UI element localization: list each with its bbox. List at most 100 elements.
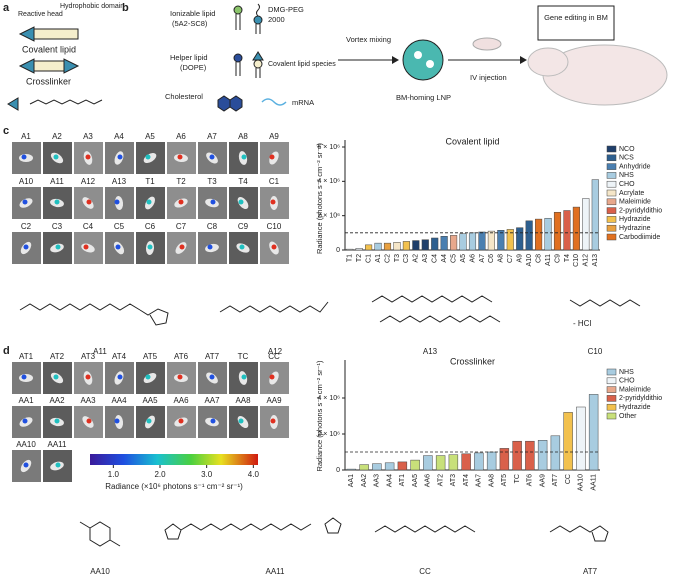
molecule-label: A11 — [93, 347, 107, 356]
image-signal — [145, 374, 151, 380]
x-tick-label: AA5 — [412, 474, 419, 487]
x-tick-label: A10 — [526, 254, 533, 267]
molecule-label: C10 — [588, 347, 603, 356]
image-signal — [22, 418, 28, 424]
bar — [440, 236, 448, 251]
image-signal — [114, 418, 120, 424]
bar — [402, 241, 410, 251]
bar — [516, 227, 524, 251]
y-axis-label: Radiance (photons s⁻¹ cm⁻² sr⁻¹) — [315, 360, 324, 472]
image-label: AT6 — [174, 352, 189, 361]
y-tick-label: 2 × 10⁶ — [317, 213, 340, 220]
bar — [397, 461, 408, 471]
x-tick-label: A9 — [517, 254, 524, 263]
x-tick-label: C5 — [450, 254, 457, 263]
image-label: A3 — [83, 132, 93, 141]
label: DMG-PEG — [268, 5, 304, 14]
colorbar-tick-label: 2.0 — [154, 470, 166, 479]
crosslinker-icon — [18, 58, 35, 74]
x-tick-label: A1 — [375, 254, 382, 263]
x-tick-label: AT2 — [437, 474, 444, 486]
lipid-icon — [253, 15, 263, 25]
image-label: AA11 — [48, 440, 68, 449]
bar — [448, 454, 459, 471]
structure — [371, 295, 493, 303]
colorbar-title: Radiance (×10⁶ photons s⁻¹ cm⁻² sr⁻¹) — [105, 482, 243, 491]
x-tick-label: TC — [514, 474, 521, 483]
y-tick-label: 2 × 10⁶ — [317, 431, 340, 438]
bar — [537, 440, 548, 471]
y-tick-label: 4 × 10⁶ — [317, 178, 340, 185]
image-signal — [241, 154, 247, 160]
molecule-label: AA11 — [266, 567, 286, 576]
x-tick-label: A3 — [422, 254, 429, 263]
image-signal — [146, 418, 152, 424]
x-tick-label: A6 — [469, 254, 476, 263]
image-signal — [21, 154, 27, 160]
arrow-head — [520, 56, 527, 64]
x-tick-label: AA3 — [374, 474, 381, 487]
bar — [525, 220, 533, 251]
bar — [421, 239, 429, 251]
x-tick-label: C2 — [384, 254, 391, 263]
legend-swatch — [606, 172, 617, 179]
image-signal — [117, 374, 123, 380]
legend-label: Hydrazide — [619, 216, 651, 223]
image-label: A5 — [145, 132, 155, 141]
bar — [384, 462, 395, 471]
bar — [383, 242, 392, 251]
x-tick-label: C6 — [488, 254, 495, 263]
mouse-icon — [472, 37, 502, 51]
chart-title: Covalent lipid — [445, 136, 499, 146]
image-label: AA4 — [111, 396, 127, 405]
chart-title: Crosslinker — [450, 356, 495, 366]
legend-swatch — [606, 198, 617, 206]
image-signal — [86, 199, 92, 205]
image-signal — [207, 244, 213, 250]
image-signal — [85, 374, 91, 380]
x-tick-label: C4 — [432, 254, 439, 263]
image-signal — [177, 154, 183, 160]
x-tick-label: T3 — [394, 254, 401, 262]
label: 2000 — [268, 15, 285, 24]
x-tick-label: C8 — [535, 254, 542, 263]
legend-label: NHS — [619, 369, 634, 376]
image-signal — [23, 462, 29, 468]
image-signal — [210, 418, 216, 424]
x-tick-label: AA6 — [425, 474, 432, 487]
legend-label: NCO — [619, 146, 635, 153]
label: mRNA — [292, 98, 314, 107]
x-tick-label: T2 — [356, 254, 363, 262]
x-tick-label: C9 — [554, 254, 561, 263]
label: Reactive head — [18, 11, 63, 18]
label: Hydrophobic domain — [60, 3, 124, 10]
image-label: C7 — [176, 222, 187, 231]
legend-label: Hydrazine — [619, 225, 651, 232]
image-signal — [270, 199, 276, 205]
legend-swatch — [606, 216, 617, 223]
legend-label: CHO — [619, 378, 635, 385]
image-label: C9 — [238, 222, 249, 231]
x-tick-label: A13 — [592, 254, 599, 267]
image-label: A2 — [52, 132, 62, 141]
lipid-icon — [252, 51, 264, 61]
image-signal — [85, 154, 91, 160]
structure — [19, 303, 141, 311]
callout-box — [537, 5, 615, 41]
arrow-head — [392, 56, 399, 64]
x-tick-label: A5 — [460, 254, 467, 263]
legend-label: Maleimide — [619, 386, 651, 393]
lnp-icon — [426, 60, 434, 68]
lipid-icon — [235, 62, 241, 76]
image-signal — [209, 374, 215, 380]
legend-label: Carbodiimide — [619, 234, 660, 241]
legend-swatch — [606, 180, 617, 188]
legend-label: 2-pyridyldithio — [619, 207, 662, 214]
x-tick-label: A7 — [479, 254, 486, 263]
structure — [379, 315, 501, 323]
image-signal — [210, 199, 216, 205]
image-label: A10 — [19, 177, 34, 186]
legend-label: Acrylate — [619, 190, 644, 197]
bar — [478, 231, 486, 251]
structure — [569, 299, 641, 307]
